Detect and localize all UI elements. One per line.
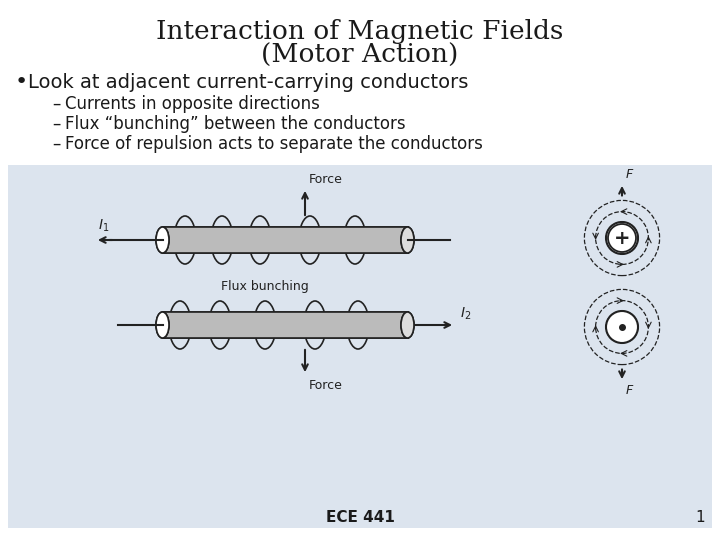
- Ellipse shape: [156, 227, 169, 253]
- Ellipse shape: [401, 227, 414, 253]
- Ellipse shape: [401, 312, 414, 338]
- Ellipse shape: [401, 312, 414, 338]
- Text: Interaction of Magnetic Fields: Interaction of Magnetic Fields: [156, 19, 564, 44]
- Text: Force of repulsion acts to separate the conductors: Force of repulsion acts to separate the …: [65, 135, 483, 153]
- Text: (Motor Action): (Motor Action): [261, 43, 459, 68]
- Text: $I_2$: $I_2$: [460, 306, 472, 322]
- Text: –: –: [52, 135, 60, 153]
- Text: Flux bunching: Flux bunching: [221, 280, 309, 293]
- Ellipse shape: [156, 227, 169, 253]
- Text: ECE 441: ECE 441: [325, 510, 395, 525]
- Ellipse shape: [156, 312, 169, 338]
- Ellipse shape: [156, 312, 169, 338]
- Text: Currents in opposite directions: Currents in opposite directions: [65, 95, 320, 113]
- Text: $F$: $F$: [625, 384, 634, 397]
- FancyBboxPatch shape: [163, 227, 408, 253]
- Text: Force: Force: [309, 379, 343, 392]
- Text: $F$: $F$: [625, 168, 634, 181]
- Text: +: +: [613, 228, 630, 247]
- Ellipse shape: [401, 227, 414, 253]
- FancyBboxPatch shape: [163, 312, 408, 338]
- Text: $I_1$: $I_1$: [98, 218, 109, 234]
- Text: Force: Force: [309, 173, 343, 186]
- FancyBboxPatch shape: [8, 165, 712, 528]
- Text: 1: 1: [696, 510, 705, 525]
- Text: •: •: [15, 72, 28, 92]
- FancyBboxPatch shape: [163, 227, 408, 253]
- Text: Look at adjacent current-carrying conductors: Look at adjacent current-carrying conduc…: [28, 72, 469, 91]
- Text: Flux “bunching” between the conductors: Flux “bunching” between the conductors: [65, 115, 405, 133]
- Circle shape: [606, 222, 638, 254]
- Text: –: –: [52, 115, 60, 133]
- Text: –: –: [52, 95, 60, 113]
- Circle shape: [606, 311, 638, 343]
- FancyBboxPatch shape: [163, 312, 408, 338]
